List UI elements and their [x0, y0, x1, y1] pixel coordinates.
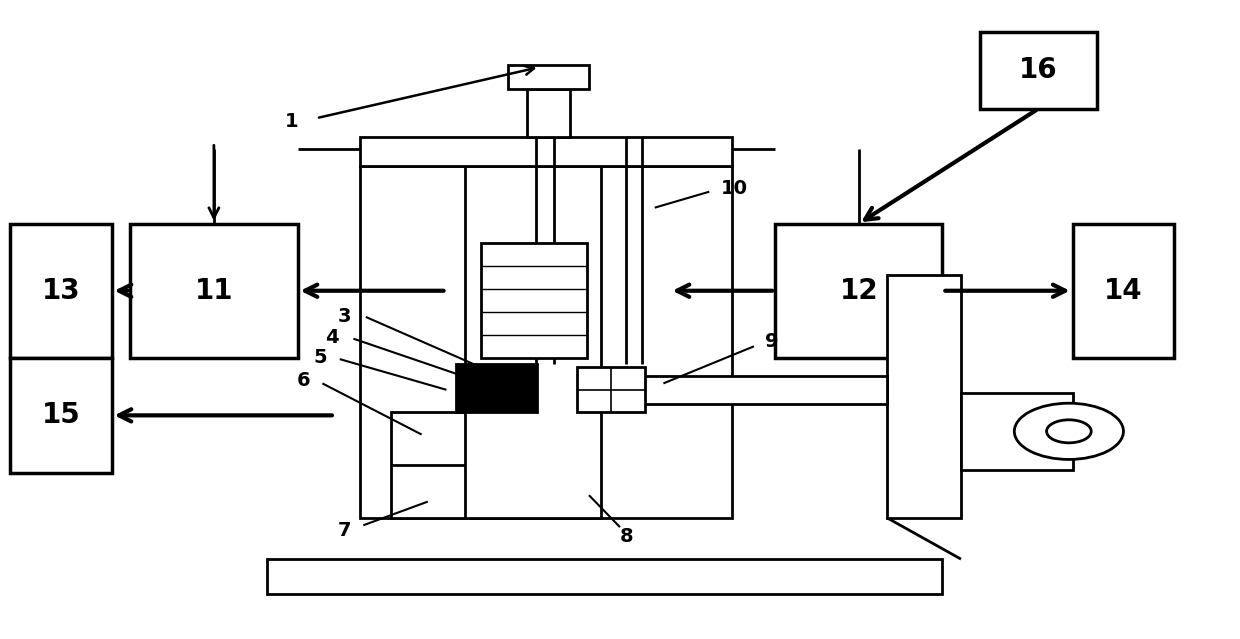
- Bar: [465, 166, 601, 518]
- Circle shape: [1047, 420, 1091, 443]
- Bar: [775, 224, 942, 358]
- Text: 9: 9: [765, 332, 777, 351]
- Text: 7: 7: [339, 521, 351, 540]
- Bar: [508, 65, 589, 89]
- Text: 5: 5: [314, 348, 326, 367]
- Bar: [10, 224, 112, 358]
- Text: 16: 16: [1019, 56, 1058, 84]
- Bar: [456, 364, 537, 412]
- Bar: [887, 275, 961, 518]
- Bar: [360, 166, 732, 518]
- Text: 6: 6: [298, 371, 310, 390]
- Bar: [577, 367, 645, 412]
- Text: 11: 11: [195, 277, 233, 305]
- Bar: [481, 243, 587, 358]
- Bar: [130, 224, 298, 358]
- Bar: [961, 393, 1073, 470]
- Text: 13: 13: [41, 277, 81, 305]
- Bar: [267, 559, 942, 594]
- Bar: [1073, 224, 1174, 358]
- Text: 8: 8: [620, 527, 632, 546]
- Text: 10: 10: [720, 179, 748, 198]
- Bar: [527, 89, 570, 137]
- Bar: [980, 32, 1097, 109]
- Text: 12: 12: [839, 277, 878, 305]
- Text: 14: 14: [1104, 277, 1143, 305]
- Text: 1: 1: [285, 112, 298, 131]
- Text: 3: 3: [339, 307, 351, 326]
- Bar: [391, 412, 595, 518]
- Circle shape: [1014, 403, 1123, 459]
- Bar: [360, 137, 732, 166]
- Text: 15: 15: [41, 401, 81, 429]
- Bar: [601, 376, 887, 404]
- Bar: [10, 358, 112, 473]
- Text: 4: 4: [326, 328, 339, 347]
